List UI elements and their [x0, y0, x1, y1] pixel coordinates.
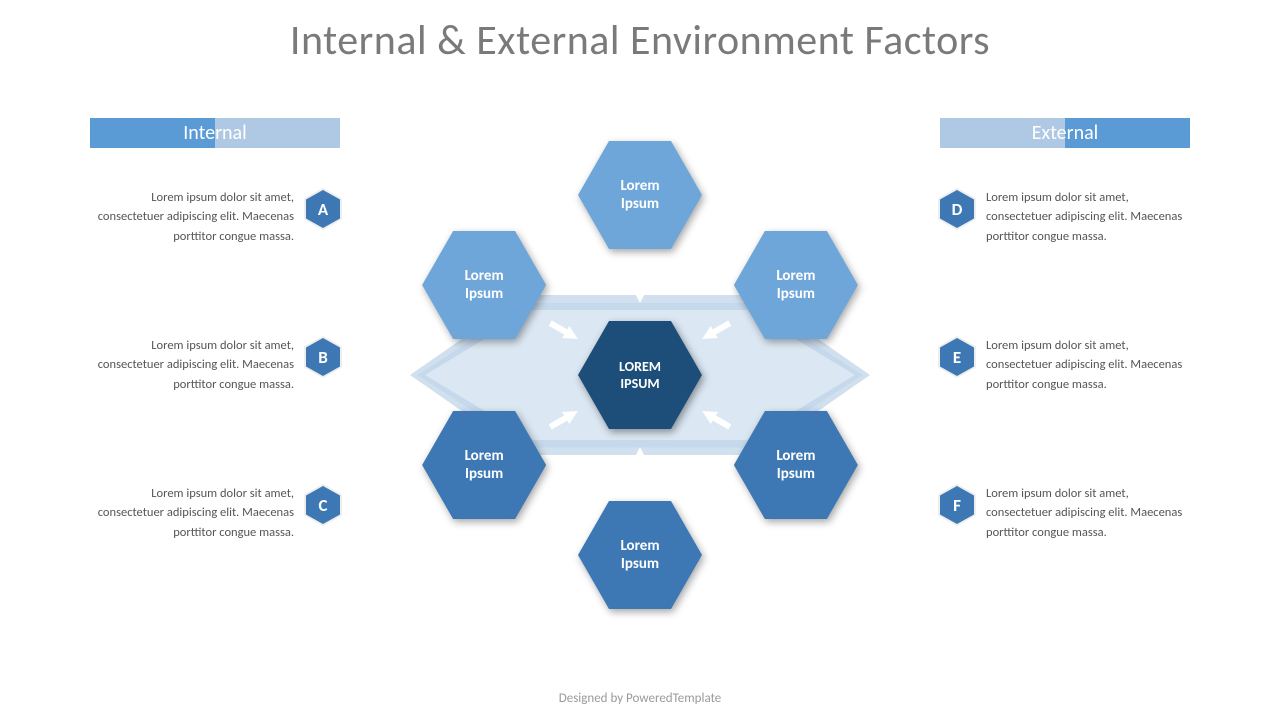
item-text: Lorem ipsum dolor sit amet, consectetuer…: [986, 336, 1190, 394]
arrow-icon: [633, 271, 647, 303]
item-text: Lorem ipsum dolor sit amet, consectetuer…: [986, 484, 1190, 542]
outer-hex: LoremIpsum: [578, 141, 702, 249]
page-title: Internal & External Environment Factors: [0, 0, 1280, 66]
footer-credit: Designed by PoweredTemplate: [0, 691, 1280, 706]
section-header-external: External: [940, 118, 1190, 148]
outer-hex: LoremIpsum: [422, 231, 546, 339]
section-header-internal-label: Internal: [183, 121, 246, 145]
outer-hex: LoremIpsum: [734, 411, 858, 519]
item-text: Lorem ipsum dolor sit amet, consectetuer…: [986, 188, 1190, 246]
item-text: Lorem ipsum dolor sit amet, consectetuer…: [90, 188, 294, 246]
center-hex-label: LOREMIPSUM: [619, 358, 661, 393]
item-text: Lorem ipsum dolor sit amet, consectetuer…: [90, 484, 294, 542]
list-item: B Lorem ipsum dolor sit amet, consectetue…: [90, 336, 340, 394]
hex-diagram: LoremIpsum LoremIpsum LoremIpsum LoremIpsum…: [390, 125, 890, 625]
list-item: C Lorem ipsum dolor sit amet, consectetue…: [90, 484, 340, 542]
section-header-internal: Internal: [90, 118, 340, 148]
outer-hex: LoremIpsum: [578, 501, 702, 609]
hex-badge-f: F: [940, 486, 974, 524]
hex-badge-e: E: [940, 338, 974, 376]
center-hex: LOREMIPSUM: [578, 321, 702, 429]
list-item: F Lorem ipsum dolor sit amet, consectetue…: [940, 484, 1190, 542]
arrow-icon: [633, 447, 647, 479]
hex-badge-c: C: [306, 486, 340, 524]
list-item: D Lorem ipsum dolor sit amet, consectetue…: [940, 188, 1190, 246]
list-item: A Lorem ipsum dolor sit amet, consectetue…: [90, 188, 340, 246]
outer-hex: LoremIpsum: [422, 411, 546, 519]
hex-badge-d: D: [940, 190, 974, 228]
item-text: Lorem ipsum dolor sit amet, consectetuer…: [90, 336, 294, 394]
outer-hex: LoremIpsum: [734, 231, 858, 339]
hex-badge-a: A: [306, 190, 340, 228]
hex-badge-b: B: [306, 338, 340, 376]
list-item: E Lorem ipsum dolor sit amet, consectetue…: [940, 336, 1190, 394]
section-header-external-label: External: [1032, 121, 1099, 145]
